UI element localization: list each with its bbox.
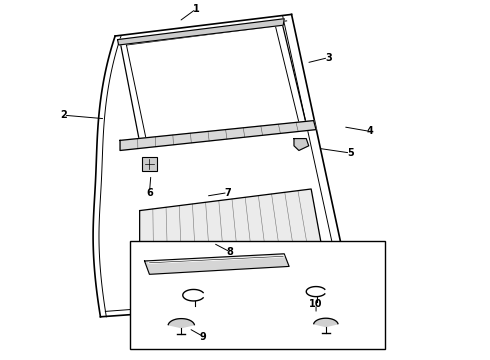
Polygon shape (145, 254, 289, 274)
Polygon shape (168, 319, 195, 328)
Polygon shape (294, 139, 309, 150)
Text: 6: 6 (146, 188, 153, 198)
Text: 1: 1 (193, 4, 199, 14)
Text: 5: 5 (347, 148, 354, 158)
Polygon shape (120, 121, 316, 150)
Polygon shape (118, 19, 284, 45)
Polygon shape (314, 318, 338, 327)
Text: 8: 8 (227, 247, 234, 257)
Text: 9: 9 (200, 332, 207, 342)
Text: 10: 10 (309, 299, 323, 309)
Bar (142, 157, 157, 171)
Text: 2: 2 (60, 110, 67, 120)
Text: 7: 7 (224, 188, 231, 198)
Text: 4: 4 (367, 126, 373, 136)
Polygon shape (140, 189, 323, 277)
Text: 3: 3 (325, 53, 332, 63)
Bar (130, 241, 385, 349)
